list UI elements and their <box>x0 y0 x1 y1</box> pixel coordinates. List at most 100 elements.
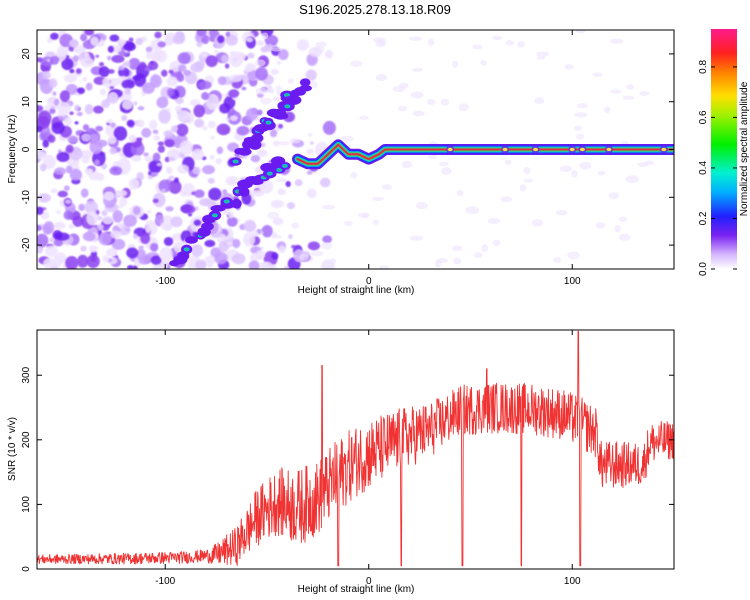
noise-blob <box>41 71 51 80</box>
noise-blob <box>57 190 68 198</box>
branch-blob <box>185 236 198 244</box>
haze-blob <box>604 106 611 114</box>
noise-blob <box>194 206 199 211</box>
snr-x-label: Height of straight line (km) <box>298 584 415 595</box>
noise-blob <box>170 216 183 228</box>
snr-x-tick-label: 100 <box>564 576 581 587</box>
noise-blob <box>118 204 123 209</box>
noise-blob <box>152 152 161 162</box>
noise-blob <box>166 87 175 97</box>
haze-blob <box>440 167 452 176</box>
noise-blob <box>152 264 162 269</box>
noise-blob <box>247 69 258 81</box>
haze-blob <box>571 170 578 178</box>
snr-y-tick-label: 300 <box>21 366 32 383</box>
noise-blob <box>109 230 122 239</box>
noise-blob <box>107 135 117 145</box>
haze-blob <box>622 95 635 100</box>
spectrogram-heatmap <box>37 30 674 269</box>
noise-blob <box>63 185 70 191</box>
noise-blob <box>138 245 144 250</box>
noise-blob <box>179 140 194 156</box>
noise-blob <box>152 192 166 208</box>
noise-blob <box>111 54 125 63</box>
snr-y-tick-label: 0 <box>21 566 32 572</box>
branch-blob <box>201 222 214 231</box>
noise-blob <box>296 39 309 51</box>
noise-blob <box>241 86 247 91</box>
haze-blob <box>428 154 438 160</box>
noise-blob <box>228 89 240 98</box>
noise-blob <box>118 66 123 71</box>
noise-blob <box>46 58 51 63</box>
noise-blob <box>164 223 172 232</box>
noise-blob <box>192 166 201 175</box>
noise-blob <box>128 37 134 43</box>
figure-title: S196.2025.278.13.18.R09 <box>299 2 451 17</box>
noise-blob <box>113 126 128 141</box>
noise-blob <box>109 166 123 176</box>
haze-blob <box>267 211 280 220</box>
noise-blob <box>99 88 106 96</box>
noise-blob <box>54 167 67 175</box>
noise-blob <box>201 34 210 45</box>
haze-blob <box>409 36 423 41</box>
noise-blob <box>74 121 79 125</box>
noise-blob <box>59 90 71 102</box>
haze-blob <box>313 45 325 53</box>
haze-blob <box>255 87 268 95</box>
noise-blob <box>140 232 151 244</box>
colorbar-label: Normalized spectral amplitude <box>739 81 750 216</box>
haze-blob <box>487 218 501 224</box>
haze-blob <box>439 161 449 167</box>
haze-blob <box>573 125 583 131</box>
snr-ticks: -100 0 100 0 100 200 300 <box>21 330 674 587</box>
haze-blob <box>375 73 387 82</box>
noise-blob <box>199 198 212 207</box>
noise-blob <box>107 55 112 61</box>
noise-blob <box>42 224 53 235</box>
haze-blob <box>299 253 310 261</box>
branch-core <box>185 248 189 251</box>
noise-blob <box>88 245 98 253</box>
noise-blob <box>49 237 55 243</box>
noise-blob <box>132 233 138 240</box>
noise-blob <box>56 151 70 163</box>
snr-frame <box>36 329 675 570</box>
haze-blob <box>415 201 428 210</box>
noise-blob <box>103 191 115 201</box>
branch-core <box>225 200 229 203</box>
noise-blob <box>145 226 152 233</box>
noise-blob <box>232 238 241 249</box>
noise-blob <box>206 259 214 268</box>
noise-blob <box>154 31 162 39</box>
noise-blob <box>39 163 47 172</box>
noise-blob <box>261 224 273 238</box>
haze-blob <box>340 135 354 142</box>
noise-blob <box>202 164 215 175</box>
haze-blob <box>359 115 369 121</box>
branch-core <box>268 172 272 175</box>
noise-blob <box>324 49 334 59</box>
noise-blob <box>306 148 314 155</box>
noise-blob <box>68 39 79 48</box>
snr-x-tick-label: 0 <box>366 576 372 587</box>
noise-blob <box>164 156 170 163</box>
noise-blob <box>107 45 114 53</box>
noise-blob <box>278 245 286 253</box>
noise-blob <box>156 96 169 109</box>
noise-blob <box>63 74 77 83</box>
branch-core <box>236 190 240 193</box>
noise-blob <box>65 199 72 204</box>
branch-core <box>283 164 287 167</box>
noise-blob <box>205 55 218 68</box>
noise-blob <box>207 177 215 184</box>
noise-blob <box>123 42 136 52</box>
noise-blob <box>256 109 263 116</box>
noise-blob <box>49 108 56 114</box>
noise-blob <box>229 74 243 83</box>
noise-blob <box>69 68 75 74</box>
noise-blob <box>86 169 93 176</box>
spectrogram-y-tick-label: 10 <box>21 96 32 108</box>
